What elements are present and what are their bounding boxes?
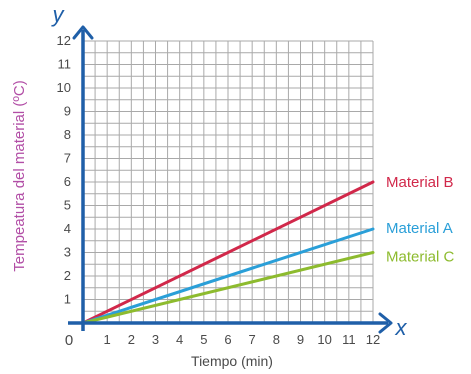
y-tick-label: 1 xyxy=(64,292,71,307)
x-tick-label: 2 xyxy=(128,332,135,347)
y-tick-label: 8 xyxy=(64,127,71,142)
series-label: Material A xyxy=(386,220,453,237)
y-tick-label: 4 xyxy=(64,221,71,236)
y-tick-label: 3 xyxy=(64,245,71,260)
x-tick-label: 3 xyxy=(152,332,159,347)
x-tick-label: 4 xyxy=(176,332,183,347)
series-label: Material C xyxy=(386,249,455,266)
y-tick-label: 2 xyxy=(64,268,71,283)
x-tick-label: 6 xyxy=(224,332,231,347)
series-line xyxy=(81,251,375,325)
axes xyxy=(68,25,393,334)
x-axis-label: Tiempo (min) xyxy=(191,353,273,369)
series-line xyxy=(81,180,375,325)
x-axis-letter: x xyxy=(395,315,408,340)
y-axis-arrow xyxy=(72,25,94,40)
x-tick-label: 8 xyxy=(273,332,280,347)
y-tick-label: 5 xyxy=(64,198,71,213)
x-tick-label: 7 xyxy=(249,332,256,347)
grid xyxy=(83,40,374,323)
origin-label: 0 xyxy=(65,332,73,349)
y-axis-label: Tempeatura del material (ºC) xyxy=(11,80,28,271)
y-tick-label: 10 xyxy=(57,80,71,95)
y-tick-label: 9 xyxy=(64,104,71,119)
series-line xyxy=(81,227,375,325)
y-axis-letter: y xyxy=(51,2,66,27)
y-tick-label: 6 xyxy=(64,174,71,189)
x-axis-arrow xyxy=(378,312,393,334)
y-tick-label: 12 xyxy=(57,33,71,48)
x-tick-label: 9 xyxy=(297,332,304,347)
y-tick-label: 11 xyxy=(58,57,72,72)
series-lines xyxy=(81,180,375,325)
series-labels: Material B Material A Material C xyxy=(386,174,455,266)
x-tick-label: 11 xyxy=(342,332,356,347)
x-tick-label: 12 xyxy=(366,332,380,347)
series-label: Material B xyxy=(386,174,454,191)
x-tick-label: 5 xyxy=(200,332,207,347)
x-tick-label: 10 xyxy=(317,332,331,347)
y-tick-label: 7 xyxy=(64,151,71,166)
x-tick-label: 1 xyxy=(104,332,111,347)
